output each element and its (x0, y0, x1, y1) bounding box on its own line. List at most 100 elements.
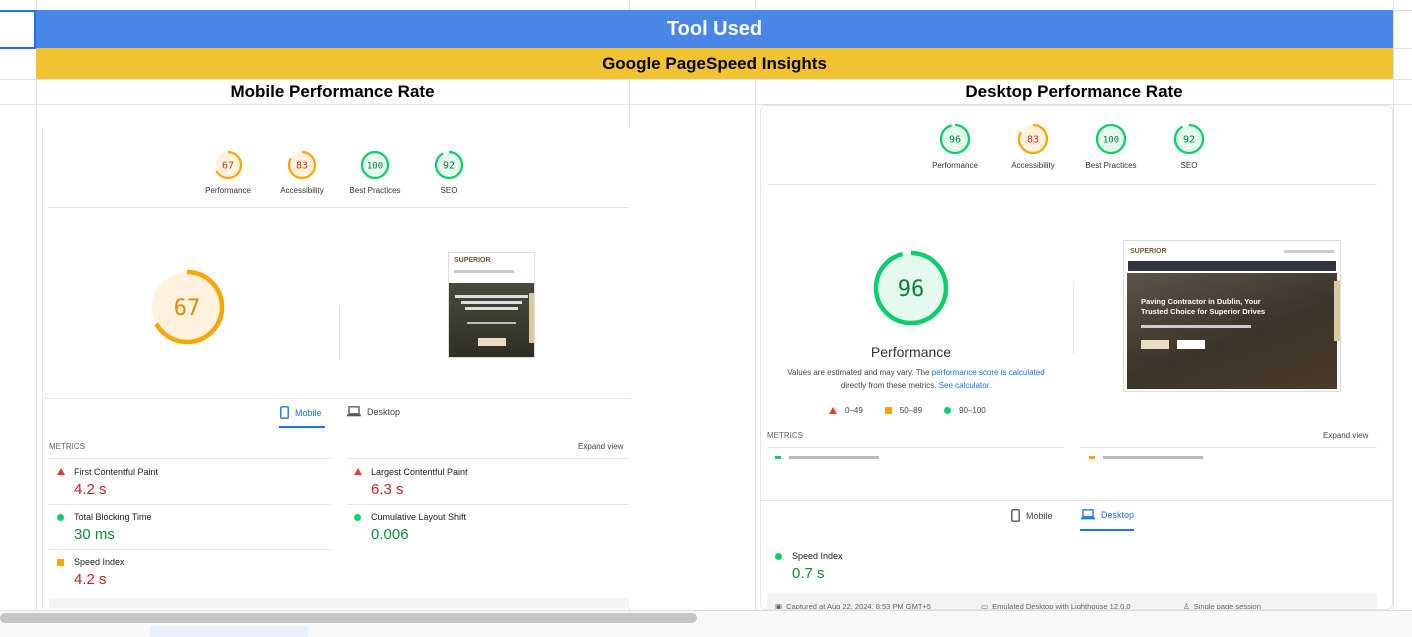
mobile-score-best-practices: 100 Best Practices (343, 150, 407, 195)
see-calculator-link[interactable]: See calculator. (938, 381, 992, 390)
average-square-icon (1089, 456, 1095, 459)
tab-indicator (1080, 529, 1134, 531)
preview-side-tab (1334, 281, 1340, 341)
active-sheet-tab[interactable] (150, 626, 308, 637)
metric-value: 0.7 s (792, 565, 825, 582)
fail-triangle-icon (354, 468, 362, 475)
smartphone-icon (280, 406, 289, 419)
desktop-tab[interactable]: Desktop (347, 406, 400, 417)
preview-text-line (467, 322, 516, 324)
divider (761, 500, 1392, 501)
divider (1081, 447, 1377, 448)
pass-dot-icon (57, 514, 64, 521)
desktop-report-image[interactable]: 96 Performance 83 Accessibility 100 Best… (760, 105, 1393, 610)
session-text: Single page session (1193, 602, 1261, 610)
tool-used-header[interactable]: Tool Used (36, 10, 1393, 48)
divider (347, 504, 629, 505)
expand-view-link[interactable]: Expand view (578, 442, 624, 451)
legend-item: 50–89 (884, 406, 922, 415)
session-info: ♙ Single page session (1183, 602, 1261, 610)
grid-line (1393, 0, 1394, 610)
preview-text-line (1141, 325, 1251, 328)
gauge-value: 96 (949, 135, 961, 146)
metric-label: Largest Contentful Paint (371, 467, 468, 477)
tool-name-cell[interactable]: Google PageSpeed Insights (36, 48, 1393, 79)
estimate-note: Values are estimated and may vary. The p… (761, 366, 1071, 392)
preview-nav-line (1284, 249, 1334, 253)
gauge-label: Best Practices (349, 186, 401, 195)
gauge-label: Performance (932, 161, 978, 170)
preview-nav-line (454, 270, 514, 273)
desktop-performance-gauge: 96 (873, 250, 949, 326)
metric-value: 4.2 s (74, 481, 107, 498)
person-icon: ♙ (1183, 602, 1190, 610)
gauge-icon: 83 (1017, 123, 1049, 155)
gauge-value: 100 (367, 162, 383, 172)
preview-cta-button (1141, 340, 1169, 349)
gauge-icon: 92 (434, 150, 464, 180)
mobile-score-seo: 92 SEO (424, 150, 474, 195)
gauge-value: 92 (1183, 135, 1195, 146)
mobile-report-image[interactable]: 67 Performance 83 Accessibility 100 Best… (42, 128, 630, 608)
expand-view-link[interactable]: Expand view (1323, 431, 1369, 440)
metric-value: 6.3 s (371, 481, 404, 498)
pass-dot-icon (944, 407, 952, 414)
gauge-label: Accessibility (1011, 161, 1055, 170)
pass-dot-icon (354, 514, 361, 521)
desktop-title-cell[interactable]: Desktop Performance Rate (965, 82, 1183, 101)
selected-cell[interactable] (0, 10, 36, 49)
gauge-value: 96 (898, 277, 925, 302)
scrollbar-thumb[interactable] (0, 613, 697, 623)
desktop-score-seo: 92 SEO (1164, 123, 1214, 170)
tab-label: Desktop (1101, 509, 1135, 520)
metric-value: 4.2 s (74, 571, 107, 588)
divider (767, 447, 1063, 448)
gauge-value: 100 (1103, 136, 1119, 146)
gauge-icon: 100 (360, 150, 390, 180)
cut-off-metric-label (1103, 456, 1203, 459)
gauge-icon: 92 (1173, 123, 1205, 155)
gauge-icon: 67 (213, 150, 243, 180)
gauge-value: 67 (174, 296, 201, 321)
report-footer-bar (49, 598, 629, 608)
gauge-value: 83 (296, 161, 308, 172)
preview-text-line (465, 307, 518, 310)
tab-indicator (279, 426, 325, 428)
fail-triangle-icon (829, 407, 837, 414)
gauge-label: SEO (1180, 161, 1198, 170)
preview-hero (449, 283, 534, 357)
mobile-score-accessibility: 83 Accessibility (277, 150, 327, 195)
desktop-score-performance: 96 Performance (930, 123, 980, 170)
score-calculation-link[interactable]: performance score is calculated (931, 368, 1045, 377)
mobile-tab[interactable]: Mobile (280, 406, 322, 419)
divider (49, 504, 331, 505)
desktop-tab[interactable]: Desktop (1081, 509, 1134, 520)
pass-dot-icon (775, 456, 781, 459)
preview-nav-bar (1128, 261, 1336, 271)
divider (339, 305, 340, 360)
grid-line (755, 0, 756, 610)
legend-item: 0–49 (829, 406, 863, 415)
preview-brand: SUPERIOR (1130, 247, 1167, 255)
preview-cta-button (1177, 340, 1205, 349)
desktop-score-best-practices: 100 Best Practices (1079, 123, 1143, 170)
mobile-title-cell[interactable]: Mobile Performance Rate (230, 82, 435, 101)
metric-label: Total Blocking Time (74, 512, 152, 522)
preview-header: SUPERIOR (1124, 241, 1340, 261)
gauge-value: 92 (443, 161, 455, 172)
legend-range: 0–49 (845, 406, 863, 415)
emulated-text: Emulated Desktop with Lighthouse 12.0.0 (992, 602, 1131, 610)
calendar-icon: ▣ (775, 602, 783, 610)
mobile-score-performance: 67 Performance (203, 150, 253, 195)
mobile-tab[interactable]: Mobile (1011, 509, 1053, 522)
desktop-score-accessibility: 83 Accessibility (1008, 123, 1058, 170)
divider (1073, 284, 1074, 354)
captured-info: ▣ Captured at Aug 22, 2024, 8:53 PM GMT+5 (775, 602, 931, 610)
mobile-site-preview: SUPERIOR (448, 252, 535, 358)
gauge-label: Best Practices (1085, 161, 1137, 170)
legend-range: 90–100 (959, 406, 986, 415)
divider (347, 458, 629, 459)
score-legend: 0–49 50–89 90–100 (829, 406, 986, 415)
preview-buttons (1141, 340, 1323, 349)
tab-label: Mobile (295, 407, 322, 418)
